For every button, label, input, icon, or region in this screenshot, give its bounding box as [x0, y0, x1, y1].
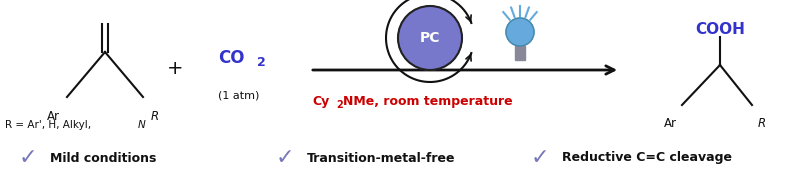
Text: R: R	[151, 110, 159, 123]
Text: Reductive C=C cleavage: Reductive C=C cleavage	[562, 152, 732, 164]
Text: ✓: ✓	[530, 148, 550, 168]
Circle shape	[398, 6, 462, 70]
Text: Cy: Cy	[312, 95, 330, 108]
Text: NMe, room temperature: NMe, room temperature	[343, 95, 513, 108]
Text: Ar: Ar	[46, 110, 59, 123]
Circle shape	[506, 18, 534, 46]
Text: R = Ar', H, Alkyl,: R = Ar', H, Alkyl,	[5, 120, 94, 130]
Text: Mild conditions: Mild conditions	[50, 152, 156, 164]
Text: N: N	[138, 120, 146, 130]
Text: Transition-metal-free: Transition-metal-free	[307, 152, 455, 164]
Text: +: +	[166, 59, 183, 77]
Text: (1 atm): (1 atm)	[218, 90, 259, 100]
Text: 2: 2	[336, 100, 342, 110]
Text: Ar: Ar	[663, 117, 677, 130]
FancyBboxPatch shape	[515, 46, 525, 60]
Text: COOH: COOH	[695, 22, 745, 37]
Text: 2: 2	[257, 57, 266, 70]
Text: CO: CO	[218, 49, 245, 67]
Text: R: R	[758, 117, 766, 130]
Text: ✓: ✓	[276, 148, 294, 168]
Text: PC: PC	[420, 31, 440, 45]
Text: ✓: ✓	[18, 148, 38, 168]
